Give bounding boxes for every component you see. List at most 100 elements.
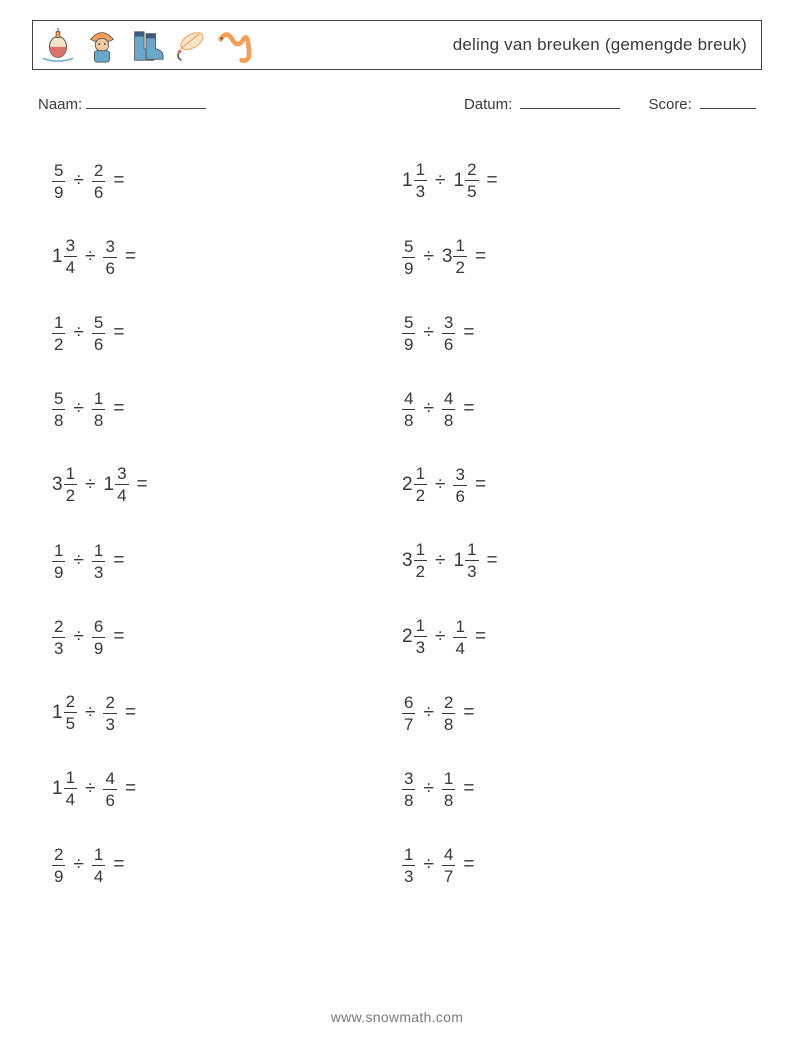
- fraction: 12: [64, 465, 77, 504]
- fraction-bar: [453, 637, 466, 638]
- fraction: 12: [52, 314, 65, 353]
- fraction: 13: [92, 542, 105, 581]
- fraction: 14: [453, 618, 466, 657]
- equals-sign: =: [113, 854, 124, 876]
- fraction-denominator: 2: [414, 487, 427, 504]
- operator-divide: ÷: [85, 474, 95, 496]
- fraction-numerator: 4: [442, 390, 455, 407]
- operator-divide: ÷: [435, 550, 445, 572]
- fraction: 36: [103, 238, 116, 277]
- equals-sign: =: [113, 398, 124, 420]
- fraction-denominator: 6: [92, 336, 105, 353]
- fraction-bar: [442, 789, 455, 790]
- fraction: 13: [465, 541, 478, 580]
- problem-row: 23÷69=: [52, 599, 402, 675]
- fraction-numerator: 1: [402, 846, 415, 863]
- fraction-numerator: 1: [414, 465, 427, 482]
- fraction-denominator: 8: [92, 412, 105, 429]
- fraction: 12: [453, 237, 466, 276]
- fraction: 58: [52, 390, 65, 429]
- fraction-bar: [92, 865, 105, 866]
- fraction-numerator: 2: [92, 162, 105, 179]
- equals-sign: =: [463, 322, 474, 344]
- fraction-numerator: 3: [442, 314, 455, 331]
- fraction-bar: [64, 256, 77, 257]
- lure-icon: [171, 26, 209, 64]
- fraction-bar: [92, 333, 105, 334]
- fraction-denominator: 2: [453, 259, 466, 276]
- fraction: 48: [442, 390, 455, 429]
- fraction: 18: [92, 390, 105, 429]
- fraction-numerator: 4: [103, 770, 116, 787]
- fraction-bar: [414, 484, 427, 485]
- fraction: 12: [414, 465, 427, 504]
- fraction: 12: [414, 541, 427, 580]
- equals-sign: =: [463, 398, 474, 420]
- operator-divide: ÷: [435, 474, 445, 496]
- name-label: Naam:: [38, 96, 82, 113]
- fraction-bar: [402, 333, 415, 334]
- operator-divide: ÷: [423, 246, 433, 268]
- fraction-bar: [52, 637, 65, 638]
- equals-sign: =: [113, 550, 124, 572]
- fraction-numerator: 2: [52, 618, 65, 635]
- problem-row: 29÷14=: [52, 827, 402, 903]
- fraction-denominator: 9: [52, 184, 65, 201]
- equals-sign: =: [487, 550, 498, 572]
- fraction: 19: [52, 542, 65, 581]
- fraction: 56: [92, 314, 105, 353]
- problem-row: 67÷28=: [402, 675, 752, 751]
- fraction: 46: [103, 770, 116, 809]
- fraction-numerator: 5: [402, 238, 415, 255]
- date-blank: [520, 92, 620, 109]
- problems-column-left: 59÷26=134÷36=12÷56=58÷18=312÷134=19÷13=2…: [52, 143, 402, 903]
- fraction-denominator: 7: [402, 716, 415, 733]
- fraction: 67: [402, 694, 415, 733]
- fraction-bar: [414, 180, 427, 181]
- operator-divide: ÷: [435, 170, 445, 192]
- fraction-numerator: 1: [453, 237, 466, 254]
- mixed-whole: 3: [52, 474, 63, 496]
- equals-sign: =: [113, 626, 124, 648]
- fraction-bar: [442, 409, 455, 410]
- equals-sign: =: [125, 702, 136, 724]
- fraction: 69: [92, 618, 105, 657]
- fraction-numerator: 1: [52, 542, 65, 559]
- fraction-numerator: 2: [103, 694, 116, 711]
- fraction-denominator: 4: [115, 487, 128, 504]
- fraction-denominator: 3: [103, 716, 116, 733]
- fraction-bar: [442, 333, 455, 334]
- fraction-denominator: 9: [402, 336, 415, 353]
- fraction-bar: [465, 180, 478, 181]
- fraction: 34: [115, 465, 128, 504]
- problem-row: 19÷13=: [52, 523, 402, 599]
- fraction-denominator: 4: [453, 640, 466, 657]
- fraction-numerator: 2: [465, 161, 478, 178]
- fraction-denominator: 7: [442, 868, 455, 885]
- fraction-numerator: 5: [52, 162, 65, 179]
- fraction-denominator: 4: [64, 259, 77, 276]
- fraction-numerator: 3: [64, 237, 77, 254]
- fraction-bar: [92, 637, 105, 638]
- fraction: 36: [453, 466, 466, 505]
- fraction-bar: [52, 561, 65, 562]
- fraction: 47: [442, 846, 455, 885]
- fraction-bar: [103, 257, 116, 258]
- fraction-numerator: 5: [52, 390, 65, 407]
- operator-divide: ÷: [85, 246, 95, 268]
- operator-divide: ÷: [423, 398, 433, 420]
- fraction-numerator: 2: [64, 693, 77, 710]
- operator-divide: ÷: [73, 170, 83, 192]
- operator-divide: ÷: [85, 702, 95, 724]
- operator-divide: ÷: [73, 398, 83, 420]
- bobber-icon: [39, 26, 77, 64]
- fraction-denominator: 2: [64, 487, 77, 504]
- footer-url: www.snowmath.com: [0, 1009, 794, 1025]
- operator-divide: ÷: [423, 854, 433, 876]
- fraction-numerator: 5: [402, 314, 415, 331]
- fraction: 13: [402, 846, 415, 885]
- fraction-bar: [402, 257, 415, 258]
- equals-sign: =: [475, 474, 486, 496]
- operator-divide: ÷: [73, 322, 83, 344]
- fraction-numerator: 4: [442, 846, 455, 863]
